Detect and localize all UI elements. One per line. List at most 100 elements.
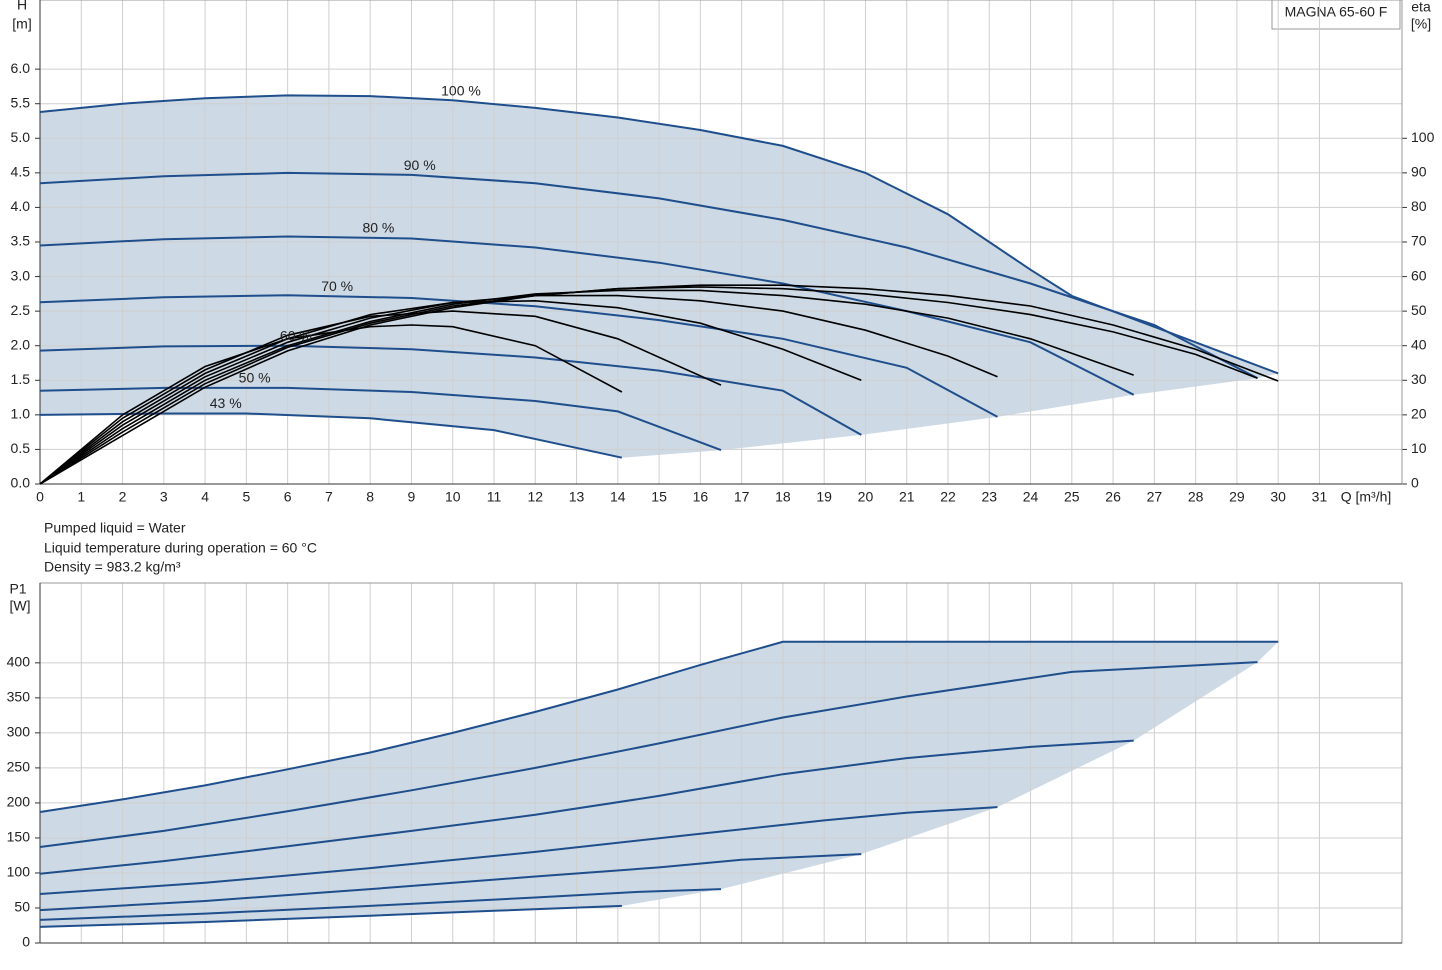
plot: [35, 0, 1407, 485]
curve: [39, 235, 1135, 396]
note: Density = 983.2 kg/m³: [44, 559, 181, 575]
y2-tick-label: 0: [1411, 475, 1419, 491]
y2-tick-label: 70: [1411, 233, 1427, 249]
x-tick-label: 28: [1188, 489, 1204, 505]
x-tick-label: 7: [325, 489, 333, 505]
y2-tick-label: 30: [1411, 371, 1427, 387]
title-box: [1271, 0, 1401, 30]
series-label: 60 %: [280, 328, 312, 344]
curve: [39, 344, 862, 436]
x-tick-label: 31: [1312, 489, 1328, 505]
y-tick-label: 3.0: [11, 267, 31, 283]
x-tick-label: 30: [1270, 489, 1286, 505]
curve: [39, 853, 862, 912]
curve: [39, 888, 722, 921]
y-axis-unit: [W]: [10, 598, 31, 614]
note: Liquid temperature during operation = 60…: [44, 540, 317, 556]
chart-title: MAGNA 65-60 F: [1285, 4, 1388, 20]
x-tick-label: 15: [651, 489, 667, 505]
y-tick-label: 50: [14, 899, 30, 915]
y2-axis-unit: [%]: [1411, 16, 1431, 32]
series-label: 100 %: [441, 83, 481, 99]
curve: [39, 171, 1258, 380]
x-tick-label: 17: [734, 489, 750, 505]
x-tick-label: 9: [408, 489, 416, 505]
note: Pumped liquid = Water: [44, 520, 186, 536]
curve: [39, 94, 1279, 375]
x-tick-label: 4: [201, 489, 209, 505]
y-tick-label: 1.5: [11, 371, 31, 387]
x-tick-label: 20: [858, 489, 874, 505]
x-tick-label: 11: [487, 489, 502, 505]
y-tick-label: 350: [7, 689, 31, 705]
x-tick-label: 25: [1064, 489, 1080, 505]
x-tick-label: 24: [1023, 489, 1039, 505]
y-tick-label: 300: [7, 724, 31, 740]
y-tick-label: 3.5: [11, 233, 31, 249]
y-axis-label: H: [17, 0, 27, 13]
x-tick-label: 14: [610, 489, 626, 505]
y-tick-label: 2.0: [11, 336, 31, 352]
y-axis-label: P1: [9, 581, 26, 597]
efficiency-curve: [39, 286, 1258, 485]
y2-tick-label: 50: [1411, 302, 1427, 318]
y-tick-label: 4.5: [11, 164, 31, 180]
y-tick-label: 0.5: [11, 440, 31, 456]
y2-tick-label: 100: [1411, 129, 1435, 145]
x-axis-label: Q [m³/h]: [1341, 489, 1392, 505]
series-label: 80 %: [362, 220, 394, 236]
x-tick-label: 8: [366, 489, 374, 505]
y-tick-label: 0.0: [11, 475, 31, 491]
y-tick-label: 4.0: [11, 198, 31, 214]
x-tick-label: 26: [1105, 489, 1121, 505]
x-tick-label: 2: [119, 489, 127, 505]
y-tick-label: 1.0: [11, 406, 31, 422]
curve: [39, 640, 1279, 813]
y-tick-label: 5.5: [11, 94, 31, 110]
y2-tick-label: 90: [1411, 164, 1427, 180]
x-tick-label: 5: [242, 489, 250, 505]
x-tick-label: 23: [981, 489, 997, 505]
y-tick-label: 200: [7, 794, 31, 810]
y2-tick-label: 10: [1411, 440, 1427, 456]
y-tick-label: 0: [22, 934, 30, 950]
curve: [39, 386, 722, 452]
series-label: 50 %: [239, 370, 271, 386]
y2-tick-label: 40: [1411, 336, 1427, 352]
y-tick-label: 100: [7, 864, 31, 880]
curve: [39, 806, 998, 895]
x-tick-label: 18: [775, 489, 791, 505]
y-tick-label: 400: [7, 654, 31, 670]
x-tick-label: 27: [1147, 489, 1163, 505]
y-tick-label: 2.5: [11, 302, 31, 318]
curve: [39, 904, 622, 928]
x-tick-label: 12: [527, 489, 543, 505]
curve: [39, 294, 998, 418]
x-tick-label: 29: [1229, 489, 1245, 505]
efficiency-curve: [39, 324, 623, 485]
efficiency-curve: [39, 289, 1134, 485]
x-tick-label: 3: [160, 489, 168, 505]
x-tick-label: 13: [569, 489, 585, 505]
y-axis-unit: [m]: [12, 16, 31, 32]
y2-tick-label: 80: [1411, 198, 1427, 214]
x-tick-label: 1: [77, 489, 85, 505]
y-tick-label: 6.0: [11, 60, 31, 76]
x-tick-label: 21: [899, 489, 915, 505]
curve: [39, 661, 1258, 848]
series-label: 90 %: [404, 157, 436, 173]
efficiency-curve: [39, 310, 722, 485]
x-tick-label: 10: [445, 489, 461, 505]
efficiency-curve: [39, 294, 998, 485]
y2-tick-label: 60: [1411, 267, 1427, 283]
series-label: 70 %: [321, 278, 353, 294]
efficiency-curve: [39, 299, 862, 485]
series-label: 43 %: [210, 395, 242, 411]
x-tick-label: 22: [940, 489, 956, 505]
y2-axis-label: eta: [1411, 0, 1431, 15]
y2-tick-label: 20: [1411, 406, 1427, 422]
x-tick-label: 6: [284, 489, 292, 505]
x-tick-label: 0: [36, 489, 44, 505]
y-tick-label: 5.0: [11, 129, 31, 145]
